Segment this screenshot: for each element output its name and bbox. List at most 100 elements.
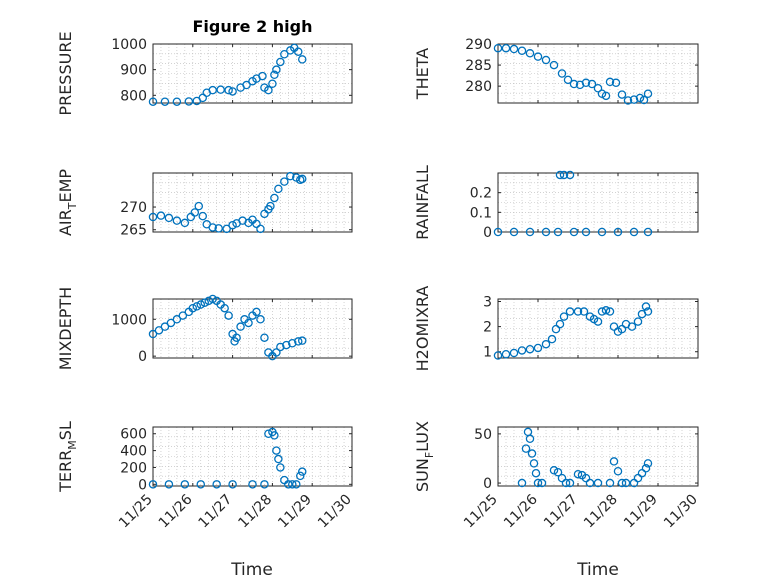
data-point	[585, 478, 595, 488]
data-point	[214, 224, 223, 233]
data-point	[533, 343, 543, 353]
data-point	[525, 344, 535, 354]
y-tick-label: 0	[483, 225, 492, 241]
data-point	[643, 227, 653, 237]
y-axis-label: THETA	[413, 48, 432, 100]
data-point	[613, 466, 623, 476]
y-tick-label: 1000	[111, 312, 147, 328]
axes-frame	[152, 172, 353, 233]
data-point	[222, 224, 231, 234]
subplot-sun-flux: 0 50 11/25 11/26 11/27 11/28 11/29 11/30 SUNFLUX	[413, 421, 701, 531]
data-point	[557, 69, 567, 78]
data-point	[264, 85, 273, 95]
data-point	[228, 480, 237, 489]
data-point	[559, 312, 569, 321]
data-point	[180, 480, 190, 489]
data-point	[525, 49, 535, 58]
data-point	[627, 322, 637, 331]
data-point	[643, 89, 653, 98]
data-point	[284, 480, 293, 489]
data-point	[601, 306, 611, 315]
data-point	[282, 340, 291, 350]
data-point	[297, 174, 307, 184]
data-point	[212, 480, 221, 489]
data-point	[565, 307, 575, 316]
x-tick-label: 11/29	[621, 492, 661, 532]
data-point	[521, 444, 531, 453]
data-point	[621, 478, 631, 488]
data-point	[297, 336, 307, 345]
data-point	[547, 334, 557, 344]
data-point	[272, 348, 281, 357]
data-point	[581, 78, 591, 88]
data-point	[252, 307, 261, 317]
data-point	[561, 478, 571, 488]
data-point	[288, 480, 297, 489]
data-point	[154, 326, 164, 335]
data-point	[597, 227, 607, 237]
data-point	[553, 227, 563, 237]
data-point	[601, 91, 611, 101]
data-point	[593, 478, 603, 488]
data-point	[559, 170, 569, 180]
data-point	[148, 480, 158, 489]
data-point	[517, 478, 527, 488]
data-point	[184, 97, 194, 106]
data-point	[525, 434, 535, 444]
data-point	[629, 95, 639, 104]
data-point	[270, 431, 279, 440]
y-tick-label: 900	[120, 63, 147, 79]
y-tick-label: 3	[483, 295, 492, 311]
data-point	[573, 307, 583, 316]
data-point	[272, 65, 281, 74]
x-tick-label: 11/25	[116, 492, 156, 532]
data-point	[297, 55, 307, 64]
data-point	[208, 294, 217, 304]
y-tick-label: 0	[138, 349, 147, 365]
data-point	[605, 307, 615, 316]
y-tick-label: 2	[483, 320, 492, 336]
data-point	[517, 46, 527, 55]
data-point	[617, 478, 627, 488]
y-tick-label: 800	[120, 88, 147, 104]
data-point	[509, 348, 519, 358]
data-point	[200, 298, 209, 307]
y-tick-label: 200	[120, 460, 147, 476]
data-point	[236, 322, 245, 331]
data-point	[268, 79, 277, 89]
subplot-air-temp: 265 270 AIRTEMP	[56, 169, 353, 239]
axes-frame	[152, 426, 353, 487]
axes-frame	[497, 298, 699, 359]
data-point	[611, 78, 621, 88]
data-point	[597, 307, 607, 316]
data-point	[501, 349, 511, 359]
data-point	[639, 95, 649, 105]
data-point	[266, 201, 275, 211]
data-point	[549, 466, 559, 475]
data-point	[593, 84, 603, 93]
axes-frame	[497, 43, 699, 104]
data-point	[156, 211, 166, 220]
y-tick-label: 400	[120, 444, 147, 460]
y-tick-label: 265	[120, 223, 147, 239]
x-tick-label: 11/26	[501, 491, 541, 531]
data-point	[248, 480, 257, 489]
y-tick-label: 285	[465, 58, 492, 74]
data-point	[569, 227, 579, 237]
y-tick-label: 600	[120, 427, 147, 443]
data-point	[228, 220, 237, 230]
data-point	[244, 318, 253, 328]
data-point	[643, 459, 653, 468]
data-point	[537, 478, 547, 488]
data-point	[286, 171, 295, 181]
data-point	[196, 480, 206, 489]
data-point	[292, 480, 301, 489]
y-axis-label: SUNFLUX	[413, 421, 436, 492]
data-point	[633, 317, 643, 326]
data-point	[541, 227, 551, 237]
x-tick-label: 11/27	[541, 492, 581, 532]
data-point	[276, 463, 285, 472]
x-tick-label: 11/27	[196, 492, 236, 532]
x-tick-label: 11/25	[461, 492, 501, 532]
data-point	[553, 467, 563, 477]
